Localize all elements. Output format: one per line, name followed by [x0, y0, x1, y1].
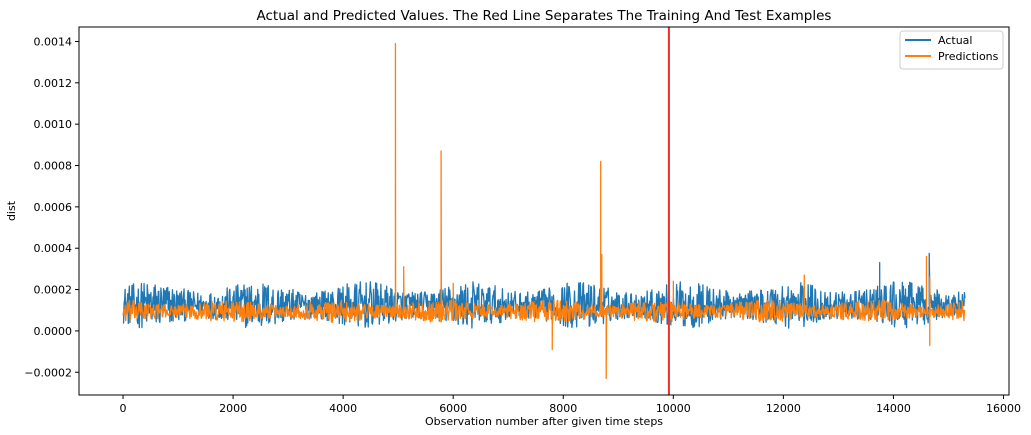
x-tick-label: 8000: [549, 402, 577, 415]
y-tick-label: 0.0004: [34, 242, 73, 255]
x-tick-label: 4000: [329, 402, 357, 415]
legend-actual-label: Actual: [938, 34, 972, 47]
x-axis-label: Observation number after given time step…: [425, 415, 663, 428]
y-tick-label: 0.0012: [34, 77, 73, 90]
legend: Actual Predictions: [899, 30, 1004, 70]
x-tick-label: 16000: [986, 402, 1021, 415]
legend-predictions-label: Predictions: [938, 50, 999, 63]
series-line-predictions: [122, 42, 966, 380]
y-tick-label: −0.0002: [24, 366, 72, 379]
y-tick-label: 0.0010: [34, 118, 73, 131]
x-tick-label: 14000: [876, 402, 911, 415]
plot-frame: [78, 26, 1010, 396]
y-tick-label: 0.0006: [34, 201, 73, 214]
y-tick-label: 0.0014: [34, 35, 73, 48]
x-axis: 0 2000 4000 6000 8000 10000 12000 14000 16000: [120, 395, 1021, 415]
y-tick-label: 0.0008: [34, 160, 73, 173]
series-layer: [122, 42, 966, 380]
y-tick-label: 0.0000: [34, 325, 73, 338]
x-tick-label: 6000: [439, 402, 467, 415]
chart-title: Actual and Predicted Values. The Red Lin…: [257, 8, 832, 24]
y-tick-label: 0.0002: [34, 284, 73, 297]
x-tick-label: 2000: [219, 402, 247, 415]
x-tick-label: 10000: [656, 402, 691, 415]
x-tick-label: 0: [120, 402, 127, 415]
x-tick-label: 12000: [766, 402, 801, 415]
y-axis-label: dist: [5, 200, 18, 221]
y-axis: −0.0002 0.0000 0.0002 0.0004 0.0006 0.0008 0.0…: [24, 35, 79, 379]
